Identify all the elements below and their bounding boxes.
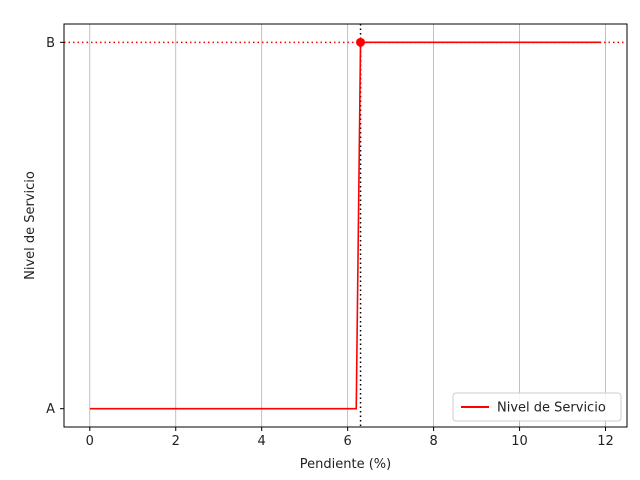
- x-tick-label: 6: [344, 434, 352, 449]
- grid-lines: [89, 24, 606, 427]
- y-tick-label: A: [46, 402, 55, 417]
- legend-label: Nivel de Servicio: [497, 401, 606, 416]
- series-line: [89, 41, 602, 410]
- x-tick-label: 8: [429, 434, 437, 449]
- data-point-marker: [356, 37, 366, 47]
- x-tick-label: 4: [258, 434, 266, 449]
- plot-frame: [63, 23, 628, 428]
- x-tick-label: 10: [511, 434, 528, 449]
- y-tick-label: B: [46, 36, 55, 51]
- x-axis-ticks: 0 2 4 6 8 10 12: [86, 427, 614, 449]
- series-group: [89, 37, 602, 410]
- y-axis-ticks: AB: [46, 36, 64, 417]
- x-tick-label: 0: [86, 434, 94, 449]
- legend-box: [452, 392, 622, 422]
- x-axis-label: Pendiente (%): [300, 457, 391, 472]
- plot-area: [64, 24, 627, 427]
- legend: Nivel de Servicio: [452, 392, 622, 422]
- y-axis-label: Nivel de Servicio: [23, 171, 38, 280]
- x-tick-label: 2: [172, 434, 180, 449]
- x-tick-label: 12: [597, 434, 614, 449]
